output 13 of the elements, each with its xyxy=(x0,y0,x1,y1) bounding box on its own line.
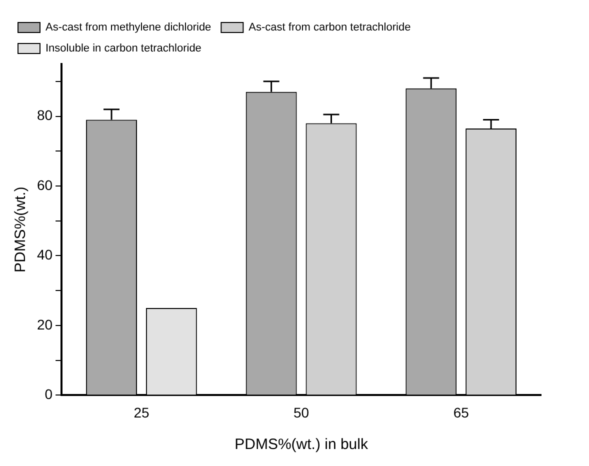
legend-label: Insoluble in carbon tetrachloride xyxy=(46,42,202,55)
x-axis-title: PDMS%(wt.) in bulk xyxy=(234,436,368,454)
legend-label: As-cast from carbon tetrachloride xyxy=(248,22,411,34)
y-tick-label: 40 xyxy=(36,246,53,263)
x-tick-label: 50 xyxy=(293,404,310,420)
legend-label: As-cast from methylene dichloride xyxy=(46,22,212,34)
x-tick-label: 65 xyxy=(453,404,470,420)
y-tick-label: 0 xyxy=(44,386,53,402)
x-tick-label: 25 xyxy=(134,404,150,420)
y-tick-label: 60 xyxy=(36,176,53,193)
y-tick-label: 80 xyxy=(36,107,53,124)
y-axis-title: PDMS%(wt.) xyxy=(12,186,30,273)
y-tick-label: 20 xyxy=(36,316,53,332)
